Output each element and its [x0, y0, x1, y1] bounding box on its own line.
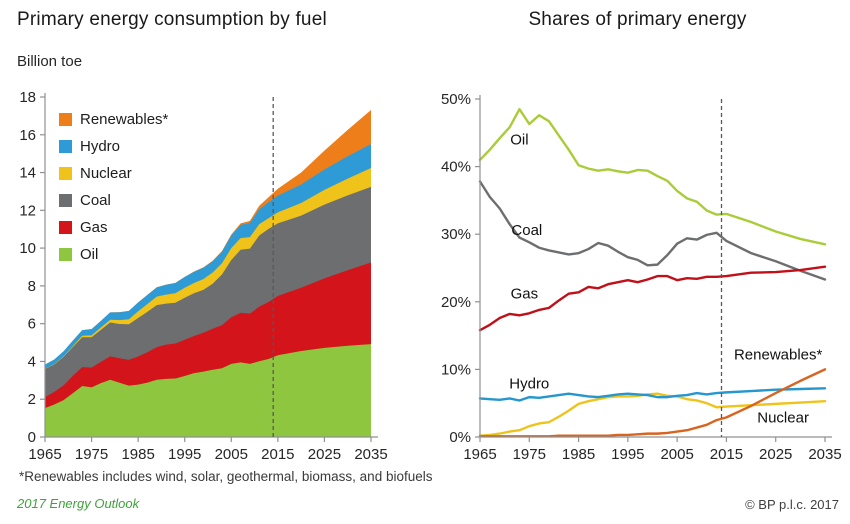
series-label-renewables: Renewables*: [734, 347, 823, 364]
copyright-text: © BP p.l.c. 2017: [745, 497, 839, 512]
legend-label-coal: Coal: [80, 192, 111, 209]
y-tick-label: 2: [28, 391, 36, 408]
series-label-oil: Oil: [510, 132, 528, 149]
x-tick-label: 2005: [660, 446, 693, 463]
stacked-area-chart: 0 2 4 6 8 10 12 14 16 18 1965 1975 1985 1995 2005 2015 2…: [19, 89, 387, 463]
y-tick-label: 6: [28, 316, 36, 333]
x-tick-label: 2015: [710, 446, 743, 463]
x-tick-label: 2005: [215, 446, 248, 463]
energy-outlook-credit: 2017 Energy Outlook: [17, 496, 140, 511]
shares-line-chart: 0% 10% 20% 30% 40% 50% 1965 1975 1985 1995 2005 201…: [441, 91, 842, 463]
legend-label-renewables: Renewables*: [80, 111, 169, 128]
legend-swatch-gas: [59, 221, 72, 234]
series-label-coal: Coal: [511, 222, 542, 239]
area-oil: [45, 344, 371, 437]
x-tick-label: 1985: [121, 446, 154, 463]
legend: Renewables* Hydro Nuclear Coal Gas Oil: [59, 106, 168, 268]
legend-label-oil: Oil: [80, 246, 99, 263]
y-tick-label: 0%: [449, 429, 471, 446]
legend-item-nuclear: Nuclear: [59, 160, 168, 187]
y-tick-label: 12: [19, 202, 36, 219]
series-label-hydro: Hydro: [509, 376, 549, 393]
legend-label-gas: Gas: [80, 219, 108, 236]
legend-item-oil: Oil: [59, 241, 168, 268]
y-tick-label: 20%: [441, 294, 471, 311]
x-tick-label: 1995: [168, 446, 201, 463]
y-tick-label: 10: [19, 240, 36, 257]
y-tick-label: 30%: [441, 226, 471, 243]
left-chart-unit-label: Billion toe: [17, 53, 83, 70]
y-tick-label: 50%: [441, 91, 471, 108]
y-tick-label: 14: [19, 165, 36, 182]
x-tick-label: 1965: [28, 446, 61, 463]
y-tick-label: 0: [28, 429, 36, 446]
line-oil: [478, 107, 827, 246]
renewables-footnote: *Renewables includes wind, solar, geothe…: [19, 469, 433, 484]
x-tick-label: 2015: [261, 446, 294, 463]
y-tick-label: 8: [28, 278, 36, 295]
legend-label-nuclear: Nuclear: [80, 165, 132, 182]
y-tick-label: 40%: [441, 159, 471, 176]
x-tick-label: 1975: [75, 446, 108, 463]
line-renewables: [478, 368, 827, 438]
line-gas: [478, 265, 827, 332]
legend-item-gas: Gas: [59, 214, 168, 241]
legend-item-coal: Coal: [59, 187, 168, 214]
legend-swatch-coal: [59, 194, 72, 207]
line-hydro: [478, 387, 827, 402]
x-tick-label: 1995: [611, 446, 644, 463]
left-chart-title: Primary energy consumption by fuel: [17, 9, 327, 30]
x-tick-label: 1985: [562, 446, 595, 463]
series-label-nuclear: Nuclear: [757, 409, 809, 426]
x-tick-label: 2025: [308, 446, 341, 463]
x-tick-label: 2025: [759, 446, 792, 463]
x-tick-label: 1975: [513, 446, 546, 463]
legend-item-hydro: Hydro: [59, 133, 168, 160]
line-nuclear: [478, 392, 827, 437]
right-chart-title: Shares of primary energy: [528, 9, 747, 30]
y-tick-label: 4: [28, 353, 36, 370]
x-tick-label: 2035: [354, 446, 387, 463]
legend-item-renewables: Renewables*: [59, 106, 168, 133]
line-coal: [478, 180, 827, 281]
legend-swatch-renewables: [59, 113, 72, 126]
series-label-gas: Gas: [511, 286, 539, 303]
legend-swatch-nuclear: [59, 167, 72, 180]
legend-label-hydro: Hydro: [80, 138, 121, 155]
x-tick-label: 1965: [463, 446, 496, 463]
legend-swatch-hydro: [59, 140, 72, 153]
y-tick-label: 16: [19, 127, 36, 144]
y-tick-label: 18: [19, 89, 36, 106]
legend-swatch-oil: [59, 248, 72, 261]
x-tick-label: 2035: [808, 446, 841, 463]
y-tick-label: 10%: [441, 361, 471, 378]
